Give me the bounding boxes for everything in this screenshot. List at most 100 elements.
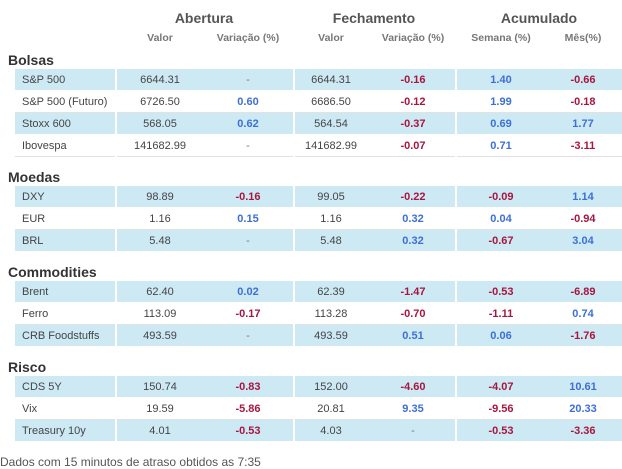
cell: 1.77 xyxy=(572,118,594,130)
row-background xyxy=(295,69,455,90)
cell: 6726.50 xyxy=(140,96,180,108)
cell: -0.09 xyxy=(488,191,514,203)
row-label: Vix xyxy=(22,403,38,415)
cell: -3.36 xyxy=(570,425,596,437)
row-label: DXY xyxy=(22,191,45,203)
cell: -0.94 xyxy=(570,213,596,225)
row-background xyxy=(457,325,622,346)
cell: - xyxy=(411,425,415,437)
cell: 0.69 xyxy=(490,118,512,130)
cell: -0.12 xyxy=(400,96,426,108)
row-background xyxy=(117,420,293,441)
cell: 10.61 xyxy=(569,381,597,393)
row-background xyxy=(457,303,622,325)
cell: - xyxy=(246,140,250,152)
row-background xyxy=(117,186,293,207)
row-background xyxy=(457,230,622,251)
cell: 493.59 xyxy=(314,330,348,342)
cell: 62.39 xyxy=(317,286,345,298)
cell: -0.70 xyxy=(400,308,426,320)
cell: 6644.31 xyxy=(311,74,351,86)
cell: 564.54 xyxy=(314,118,348,130)
row-background xyxy=(457,135,622,157)
column-header: Variação (%) xyxy=(216,32,280,44)
row-label: Ferro xyxy=(22,308,49,320)
cell: - xyxy=(246,330,250,342)
cell: -0.18 xyxy=(570,96,596,108)
cell: 141682.99 xyxy=(305,140,357,152)
row-label: Stoxx 600 xyxy=(22,118,71,130)
group-header: Abertura xyxy=(174,10,234,26)
row-label: S&P 500 xyxy=(22,74,66,86)
row-background xyxy=(15,186,115,207)
cell: 0.71 xyxy=(490,140,512,152)
group-header: Acumulado xyxy=(500,10,578,26)
row-background xyxy=(15,69,115,90)
cell: 493.59 xyxy=(143,330,177,342)
row-background xyxy=(15,420,115,441)
row-label: Brent xyxy=(22,286,49,298)
row-background xyxy=(295,325,455,346)
row-background xyxy=(295,281,455,302)
column-header: Variação (%) xyxy=(381,32,445,44)
cell: -1.76 xyxy=(570,330,596,342)
cell: -0.16 xyxy=(235,191,261,203)
row-background xyxy=(117,398,293,420)
cell: 0.51 xyxy=(402,330,424,342)
cell: 1.16 xyxy=(320,213,342,225)
cell: 5.48 xyxy=(320,235,342,247)
row-background xyxy=(117,281,293,302)
row-background xyxy=(117,69,293,90)
cell: 1.16 xyxy=(149,213,171,225)
cell: -0.16 xyxy=(400,74,426,86)
footer-note: Dados com 15 minutos de atraso obtidos a… xyxy=(0,455,261,469)
column-header: Semana (%) xyxy=(471,32,531,44)
cell: 152.00 xyxy=(314,381,348,393)
cell: 0.06 xyxy=(490,330,512,342)
row-background xyxy=(15,230,115,251)
row-background xyxy=(117,113,293,134)
row-background xyxy=(295,376,455,397)
cell: 4.01 xyxy=(149,425,171,437)
cell: 3.04 xyxy=(572,235,594,247)
cell: 0.32 xyxy=(402,213,424,225)
cell: 0.62 xyxy=(237,118,259,130)
row-background xyxy=(15,325,115,346)
cell: -0.66 xyxy=(570,74,596,86)
cell: 99.05 xyxy=(317,191,345,203)
row-background xyxy=(117,325,293,346)
cell: 0.60 xyxy=(237,96,259,108)
row-label: BRL xyxy=(22,235,44,247)
cell: -4.07 xyxy=(488,381,514,393)
cell: 9.35 xyxy=(402,403,424,415)
cell: 5.48 xyxy=(149,235,171,247)
cell: 4.03 xyxy=(320,425,342,437)
row-background xyxy=(457,208,622,230)
row-background xyxy=(15,303,115,325)
row-background xyxy=(15,135,115,157)
section-title: Commodities xyxy=(8,264,97,280)
cell: 0.04 xyxy=(490,213,512,225)
cell: 0.15 xyxy=(237,213,259,225)
row-background xyxy=(117,135,293,157)
cell: -0.37 xyxy=(400,118,426,130)
cell: 150.74 xyxy=(143,381,177,393)
cell: 20.81 xyxy=(317,403,345,415)
row-background xyxy=(295,398,455,420)
row-label: EUR xyxy=(22,213,46,225)
row-background xyxy=(295,186,455,207)
section-title: Risco xyxy=(8,359,47,375)
cell: 98.89 xyxy=(146,191,174,203)
row-background xyxy=(15,376,115,397)
row-background xyxy=(457,186,622,207)
row-background xyxy=(15,398,115,420)
cell: 1.14 xyxy=(572,191,594,203)
cell: 6686.50 xyxy=(311,96,351,108)
cell: 0.32 xyxy=(402,235,424,247)
cell: -6.89 xyxy=(570,286,596,298)
cell: 113.09 xyxy=(143,308,177,320)
row-background xyxy=(295,135,455,157)
row-label: CRB Foodstuffs xyxy=(22,330,100,342)
cell: -9.56 xyxy=(488,403,514,415)
row-background xyxy=(295,91,455,113)
